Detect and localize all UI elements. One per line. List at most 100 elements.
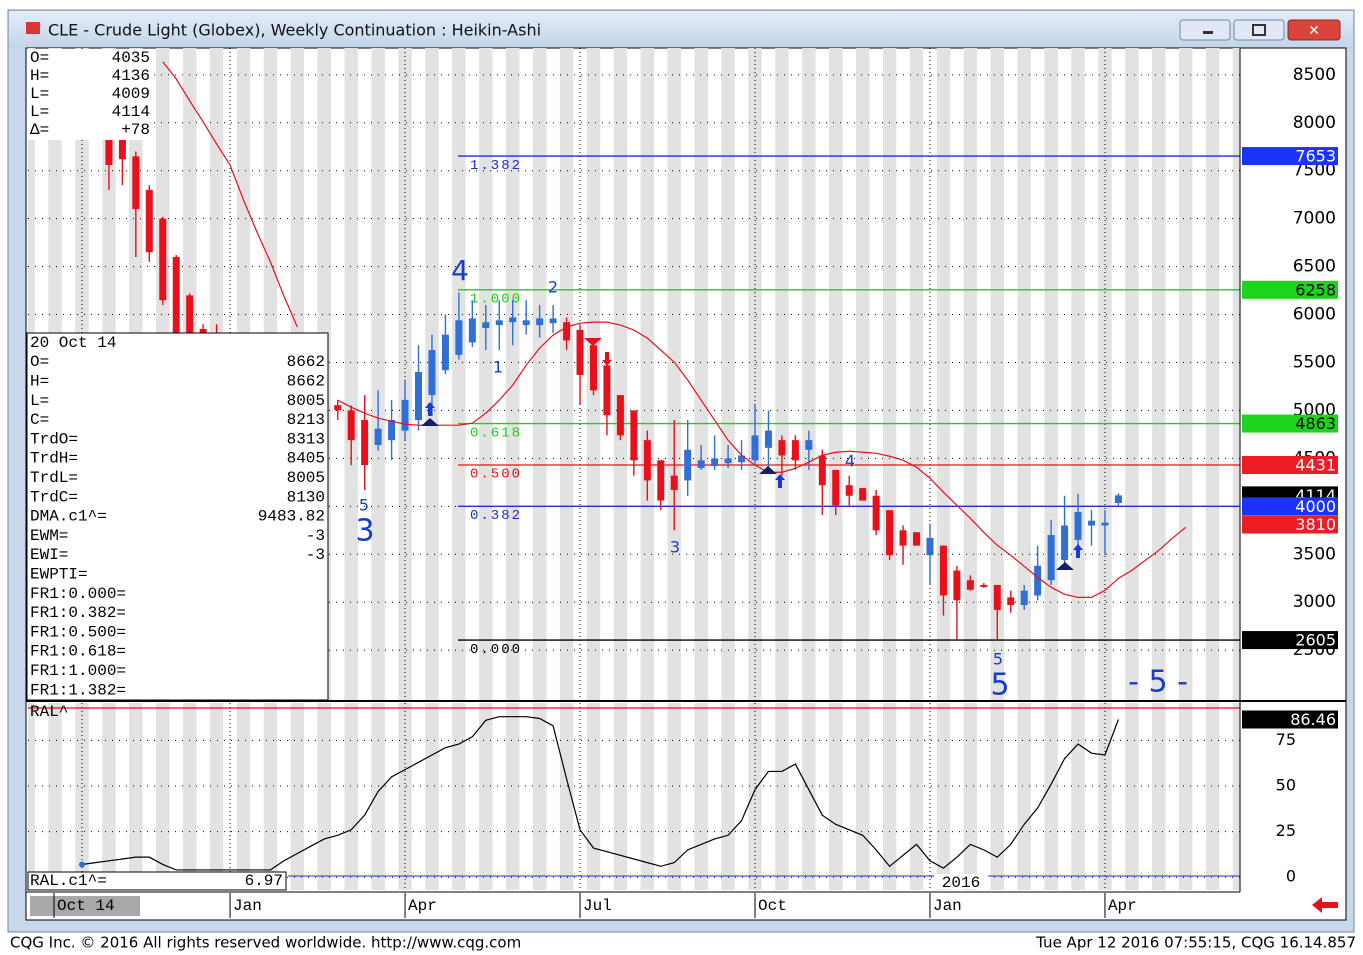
quote-label: L= (30, 85, 49, 103)
up-arrow (1073, 544, 1083, 558)
candle-body (1074, 512, 1082, 540)
candle-body (818, 455, 826, 486)
data-label: DMA.c1^= (30, 508, 107, 526)
candle-body (589, 345, 597, 391)
candle-body (764, 430, 772, 448)
price-tag-label: 4000 (1295, 497, 1336, 516)
minimize-button[interactable] (1179, 19, 1231, 41)
candle-body (980, 584, 988, 587)
candle-body (886, 510, 894, 556)
candle-body (401, 399, 409, 431)
x-tick-label: Jan (933, 897, 962, 915)
data-label: TrdL= (30, 469, 78, 487)
y-tick-label: 50 (1276, 776, 1296, 795)
fib-label: 0.618 (470, 425, 522, 441)
wave-label: 3 (355, 514, 374, 549)
wave-label: 5 (993, 650, 1003, 669)
quote-value: +78 (121, 121, 150, 139)
app-icon (26, 22, 40, 34)
fib-label: 0.000 (470, 642, 522, 658)
candle-body (603, 365, 611, 416)
candle-body (993, 584, 1001, 610)
wave-label: 5 (359, 496, 369, 515)
week-stripe (1178, 703, 1193, 890)
footer-left: CQG Inc. © 2016 All rights reserved worl… (10, 934, 521, 952)
data-label: C= (30, 411, 49, 429)
maximize-button[interactable] (1233, 19, 1285, 41)
week-stripe (613, 703, 628, 890)
week-stripe (1232, 703, 1240, 890)
candle-body (536, 318, 544, 326)
quote-label: H= (30, 67, 49, 85)
week-stripe (1044, 703, 1058, 890)
week-stripe (963, 48, 978, 700)
week-stripe (102, 703, 116, 890)
wave-label: 2 (548, 278, 558, 297)
week-stripe (990, 48, 1005, 700)
week-stripe (1125, 48, 1139, 700)
week-stripe (1098, 703, 1112, 890)
week-stripe (1232, 48, 1240, 700)
triangle (1056, 562, 1074, 570)
candle-body (872, 495, 880, 531)
ral-line (81, 716, 1119, 871)
candle-body (926, 537, 934, 556)
price-tag (1242, 147, 1338, 166)
year-label: 2016 (942, 874, 980, 892)
candle-body (388, 420, 396, 441)
week-stripe (748, 48, 762, 700)
data-value: 8005 (287, 469, 325, 487)
data-label: O= (30, 353, 49, 371)
week-stripe (1178, 48, 1193, 700)
fib-label: 1.000 (470, 292, 522, 308)
wave-label: 4 (845, 452, 855, 471)
week-stripe (1125, 703, 1139, 890)
readout-value: 6.97 (245, 872, 283, 890)
week-stripe (344, 48, 358, 700)
fib-label: 0.382 (470, 508, 522, 524)
wave-label: 3 (670, 538, 680, 557)
readout-box (27, 871, 287, 891)
candle-body (845, 485, 853, 496)
wave-label: - 5 - (1128, 665, 1188, 700)
week-stripe (748, 703, 762, 890)
candle-body (347, 410, 355, 441)
candle-body (738, 455, 746, 463)
candle-body (966, 580, 974, 590)
week-stripe (1205, 48, 1220, 700)
week-stripe (640, 48, 655, 700)
wave-label: 1 (493, 358, 503, 377)
candle-body (643, 440, 651, 481)
week-stripe (505, 703, 520, 890)
data-value: 8005 (287, 392, 325, 410)
cursor-dot (79, 861, 85, 868)
quote-value: 4035 (112, 49, 150, 67)
data-value: 8662 (287, 353, 325, 371)
y-tick-label: 0 (1286, 867, 1296, 886)
candle-body (361, 420, 369, 466)
candle-body (953, 570, 961, 601)
candle-body (415, 372, 422, 421)
data-value: 8313 (287, 430, 325, 448)
quote-value: 4009 (112, 85, 150, 103)
week-stripe (371, 703, 385, 890)
y-tick-label: 6000 (1293, 305, 1336, 325)
quote-label: Δ= (30, 121, 49, 139)
close-button[interactable] (1287, 19, 1341, 41)
data-label: FR1:0.500= (30, 623, 126, 641)
candle-body (563, 322, 571, 341)
candle-body (105, 127, 113, 165)
week-stripe (532, 48, 547, 700)
candle-body (455, 320, 463, 355)
fib-label: 1.382 (470, 158, 522, 174)
data-label: FR1:1.000= (30, 662, 126, 680)
week-stripe (1205, 703, 1220, 890)
candle-body (522, 320, 530, 326)
candle-body (132, 156, 140, 210)
week-stripe (398, 48, 412, 700)
minimize-icon (1203, 31, 1213, 34)
scroll-arrow (1312, 897, 1338, 913)
candle-body (1047, 535, 1055, 581)
week-stripe (829, 703, 843, 890)
data-label: L= (30, 392, 49, 410)
